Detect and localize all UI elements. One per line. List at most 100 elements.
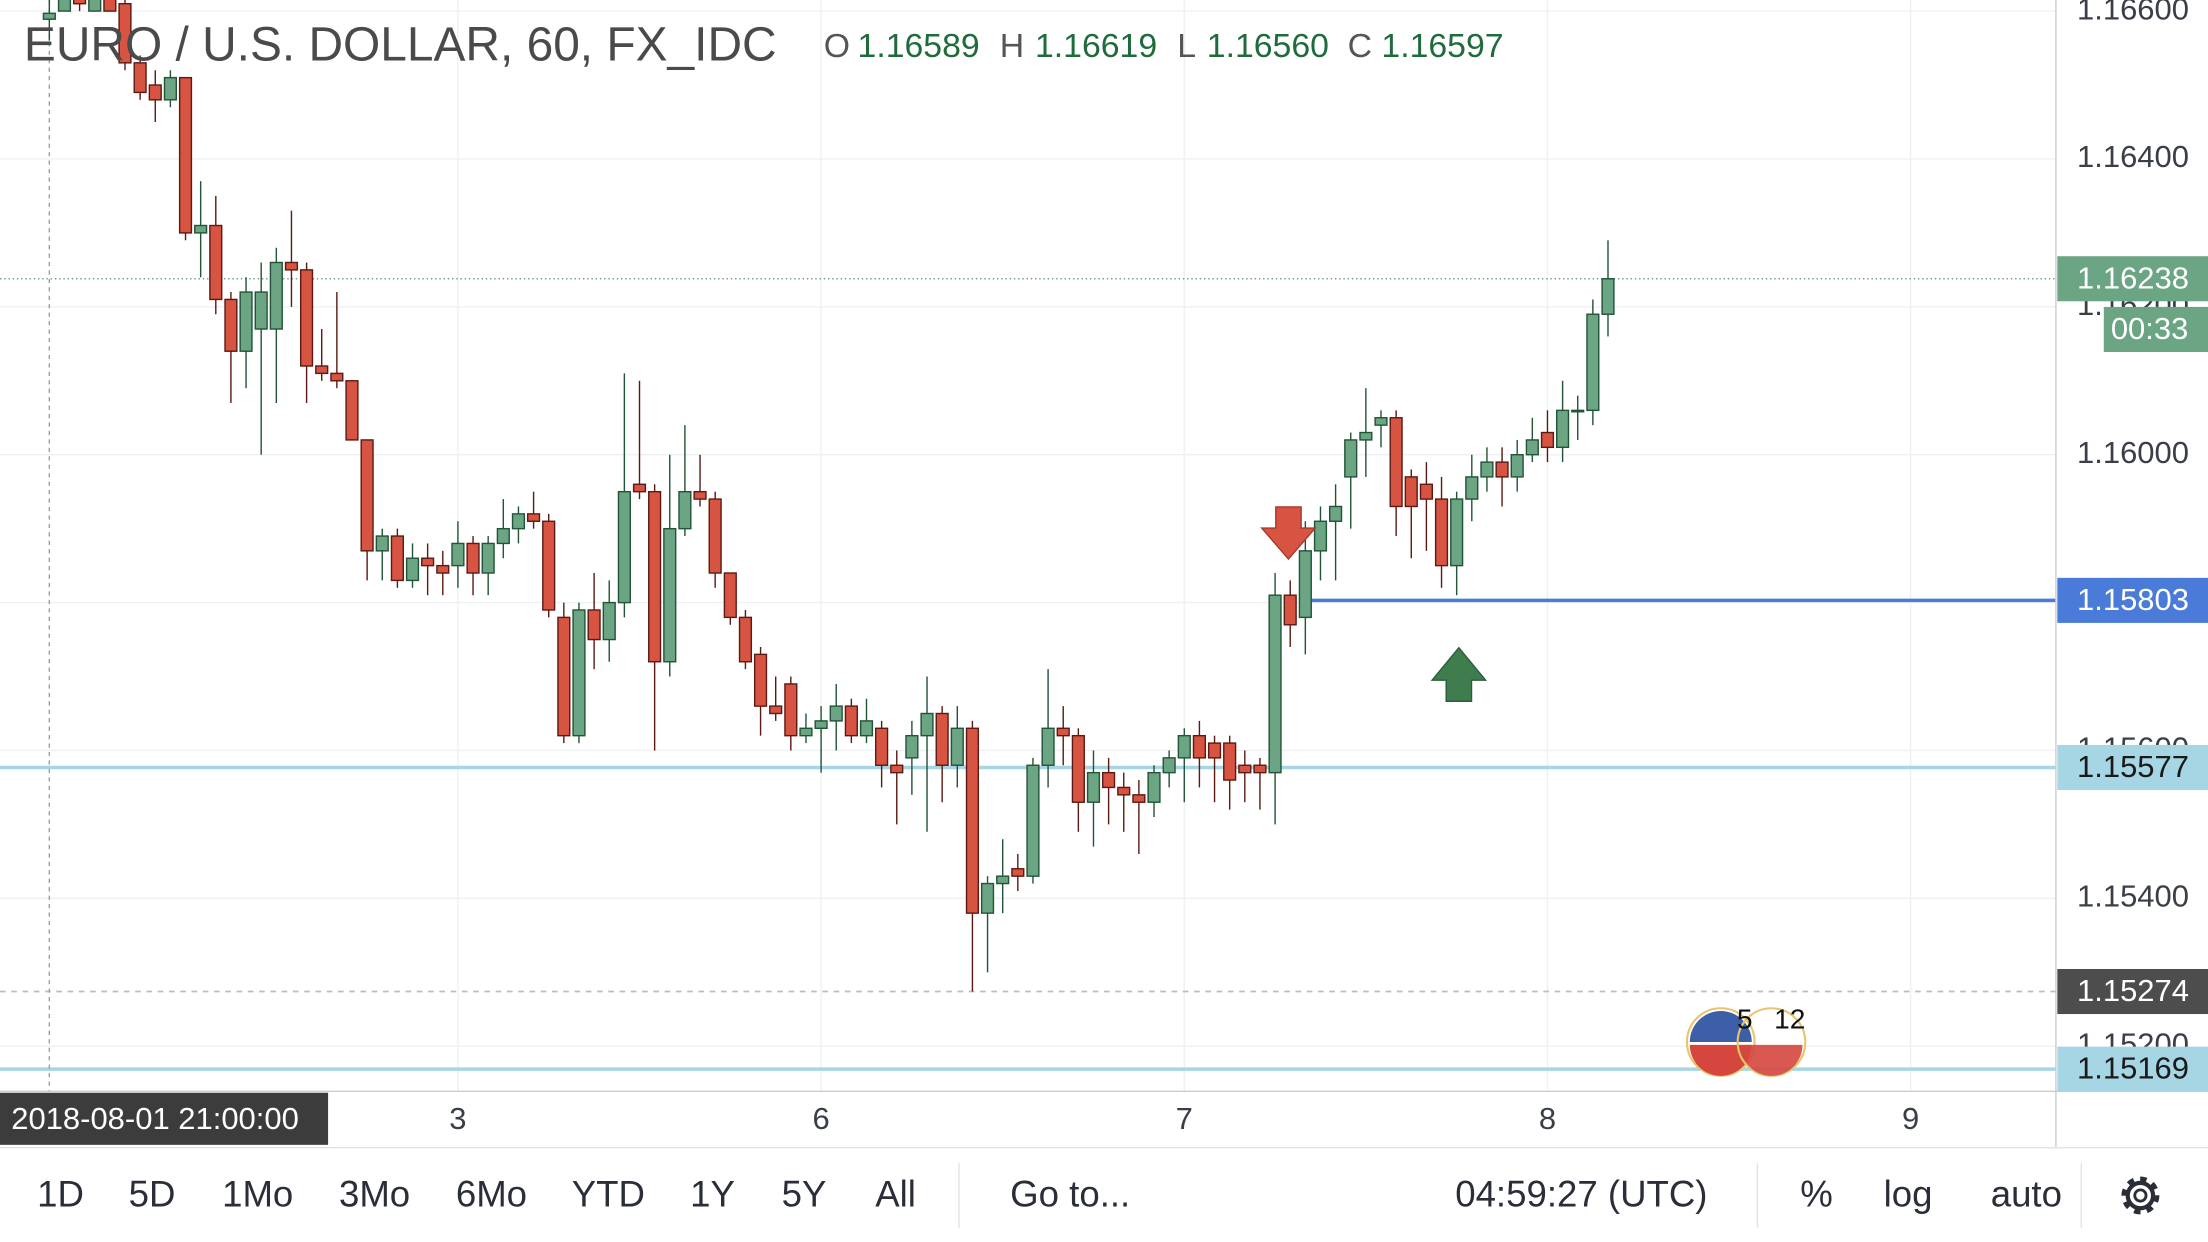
candle-body bbox=[693, 490, 707, 500]
last-price-badge bbox=[2057, 256, 2208, 302]
candle-body bbox=[965, 727, 980, 914]
candle-body bbox=[421, 557, 435, 567]
candle-body bbox=[1586, 313, 1600, 412]
event-icon[interactable] bbox=[1736, 1007, 1807, 1077]
y-tick-label: 1.16000 bbox=[2077, 435, 2189, 470]
candle-body bbox=[451, 542, 465, 567]
flag-part bbox=[1740, 1044, 1803, 1076]
candle-body bbox=[799, 727, 813, 737]
candle-body bbox=[390, 535, 404, 582]
candle-body bbox=[360, 439, 374, 552]
candle-body bbox=[920, 712, 934, 737]
settings-button[interactable] bbox=[2121, 1176, 2160, 1215]
gear-teeth bbox=[2121, 1176, 2160, 1215]
sell-arrow[interactable] bbox=[1260, 506, 1317, 561]
log-toggle[interactable]: log bbox=[1884, 1174, 1933, 1215]
candle-body bbox=[1132, 794, 1146, 803]
candle-body bbox=[148, 84, 162, 101]
range-button[interactable]: 6Mo bbox=[456, 1174, 527, 1215]
auto-toggle[interactable]: auto bbox=[1991, 1174, 2062, 1215]
range-button[interactable]: 5Y bbox=[782, 1174, 827, 1215]
candle-body bbox=[496, 527, 510, 545]
candle-body bbox=[466, 542, 480, 574]
clock[interactable]: 04:59:27 (UTC) bbox=[1455, 1174, 1707, 1215]
ohlc-value: 1.16597 bbox=[1381, 27, 1503, 65]
flag-part bbox=[1689, 1044, 1752, 1076]
toolbar: 1D 5D 1Mo 3Mo 6Mo YTD 1Y 5Y All Go to...… bbox=[0, 1146, 2208, 1242]
candle-body bbox=[209, 224, 223, 301]
range-button[interactable]: YTD bbox=[572, 1174, 645, 1215]
ohlc-name: C bbox=[1348, 27, 1372, 65]
y-tick-label: 1.16400 bbox=[2077, 139, 2189, 174]
axes bbox=[0, 0, 2208, 1148]
candle-body bbox=[1404, 476, 1418, 508]
candle-body bbox=[1510, 454, 1524, 478]
x-tick-label: 6 bbox=[812, 1101, 829, 1136]
ohlc-value: 1.16560 bbox=[1207, 27, 1329, 65]
buy-arrow[interactable] bbox=[1430, 646, 1488, 702]
flag-part bbox=[1689, 1011, 1752, 1043]
candle-body bbox=[769, 705, 783, 715]
range-button[interactable]: 1D bbox=[37, 1174, 84, 1215]
candle-body bbox=[980, 882, 995, 914]
candle-body bbox=[905, 734, 919, 759]
candle-body bbox=[753, 653, 768, 707]
candle-body bbox=[602, 601, 616, 641]
level-badge bbox=[2057, 577, 2208, 623]
overlay: 1.152001.154001.156001.158001.160001.162… bbox=[0, 0, 2208, 1145]
goto-button[interactable]: Go to... bbox=[1010, 1174, 1130, 1215]
candle-body bbox=[708, 498, 722, 574]
candle-body bbox=[1253, 764, 1267, 774]
range-button[interactable]: 1Mo bbox=[222, 1174, 293, 1215]
candle-body bbox=[133, 62, 147, 94]
candle-body bbox=[269, 261, 283, 330]
candle-body bbox=[1238, 764, 1252, 774]
candle-body bbox=[1495, 461, 1509, 478]
range-button[interactable]: 5D bbox=[129, 1174, 176, 1215]
candle-body bbox=[1223, 742, 1237, 781]
candle-body bbox=[935, 712, 949, 766]
range-button[interactable]: 3Mo bbox=[339, 1174, 410, 1215]
candle-body bbox=[1056, 727, 1070, 737]
candle-body bbox=[723, 572, 737, 619]
candle-body bbox=[1344, 439, 1358, 478]
x-tick-label: 7 bbox=[1176, 1101, 1193, 1136]
level-badge bbox=[2057, 968, 2208, 1015]
candle-body bbox=[1555, 409, 1570, 449]
candle-body bbox=[996, 875, 1010, 885]
candle-body bbox=[829, 705, 843, 722]
range-button[interactable]: 1Y bbox=[690, 1174, 735, 1215]
crosshair-label-bg bbox=[0, 1092, 329, 1145]
y-tick-label: 1.16600 bbox=[2077, 0, 2189, 26]
candle-body bbox=[72, 0, 87, 5]
percent-toggle[interactable]: % bbox=[1800, 1174, 1833, 1215]
level-badge bbox=[2057, 1046, 2208, 1092]
ohlc-value: 1.16589 bbox=[858, 27, 980, 65]
candle-body bbox=[1283, 594, 1297, 626]
candle-body bbox=[1571, 409, 1585, 413]
candle-body bbox=[1465, 476, 1479, 500]
gear-hub bbox=[2133, 1188, 2148, 1203]
last-price-label: 1.16238 bbox=[2077, 260, 2189, 295]
candle-body bbox=[163, 76, 177, 101]
candle-body bbox=[345, 380, 359, 441]
candle-body bbox=[1026, 764, 1040, 877]
gear-ring bbox=[2125, 1180, 2156, 1211]
range-button[interactable]: All bbox=[875, 1174, 916, 1215]
candles bbox=[42, 0, 1615, 992]
candle-body bbox=[88, 0, 102, 12]
crosshair-label: 2018-08-01 21:00:00 bbox=[11, 1101, 299, 1136]
candle-body bbox=[511, 513, 526, 530]
level-badge-label: 1.15169 bbox=[2077, 1051, 2189, 1086]
legend: EURO / U.S. DOLLAR, 60, FX_IDC O 1.16589… bbox=[24, 19, 1504, 72]
annotations: 5 12 bbox=[1260, 506, 1807, 1077]
candle-body bbox=[118, 2, 132, 64]
candle-body bbox=[194, 224, 208, 234]
level-badge-label: 1.15803 bbox=[2077, 582, 2189, 617]
candle-body bbox=[1450, 498, 1464, 567]
event-badges[interactable]: 5 12 bbox=[1685, 1003, 1807, 1077]
candle-body bbox=[1389, 417, 1403, 508]
candle-body bbox=[1328, 505, 1343, 522]
x-tick-label: 3 bbox=[449, 1101, 466, 1136]
